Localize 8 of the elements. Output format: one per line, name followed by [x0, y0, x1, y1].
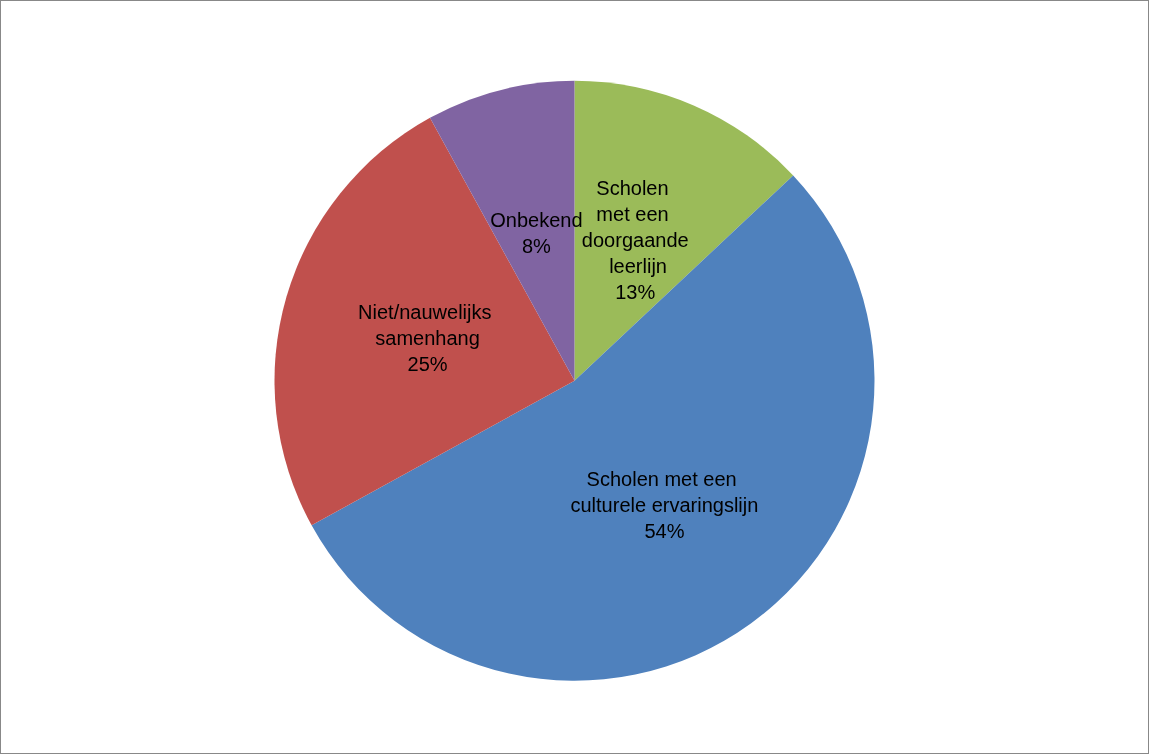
slice-label: Onbekend	[490, 208, 583, 231]
slice-label: Scholen met een doorgaande leerlijn	[581, 177, 689, 278]
data-label: 25%	[407, 353, 448, 376]
data-label: 8%	[522, 234, 552, 257]
slice-label: Scholen met een culturele ervaringslijn	[570, 467, 759, 516]
slice-label: Niet/nauwelijks samenhang	[358, 301, 498, 350]
data-label: 54%	[644, 519, 685, 542]
data-label: 13%	[615, 281, 656, 304]
